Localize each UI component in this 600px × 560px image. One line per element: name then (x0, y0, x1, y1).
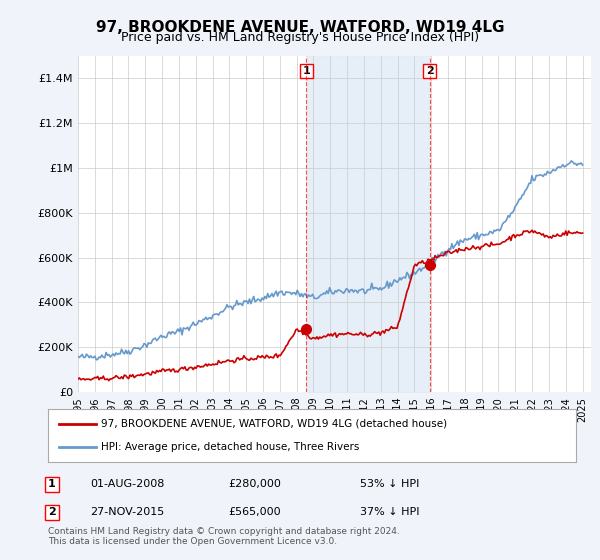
Text: 2: 2 (425, 66, 433, 76)
Text: 2: 2 (48, 507, 56, 517)
Text: £565,000: £565,000 (228, 507, 281, 517)
Text: £280,000: £280,000 (228, 479, 281, 489)
Text: HPI: Average price, detached house, Three Rivers: HPI: Average price, detached house, Thre… (101, 442, 359, 452)
Text: 97, BROOKDENE AVENUE, WATFORD, WD19 4LG (detached house): 97, BROOKDENE AVENUE, WATFORD, WD19 4LG … (101, 419, 447, 429)
Text: 97, BROOKDENE AVENUE, WATFORD, WD19 4LG: 97, BROOKDENE AVENUE, WATFORD, WD19 4LG (96, 20, 504, 35)
Text: 01-AUG-2008: 01-AUG-2008 (90, 479, 164, 489)
Text: Price paid vs. HM Land Registry's House Price Index (HPI): Price paid vs. HM Land Registry's House … (121, 31, 479, 44)
Text: 37% ↓ HPI: 37% ↓ HPI (360, 507, 419, 517)
Text: 53% ↓ HPI: 53% ↓ HPI (360, 479, 419, 489)
Text: 1: 1 (48, 479, 56, 489)
Text: 27-NOV-2015: 27-NOV-2015 (90, 507, 164, 517)
Text: Contains HM Land Registry data © Crown copyright and database right 2024.
This d: Contains HM Land Registry data © Crown c… (48, 526, 400, 546)
Text: 1: 1 (302, 66, 310, 76)
